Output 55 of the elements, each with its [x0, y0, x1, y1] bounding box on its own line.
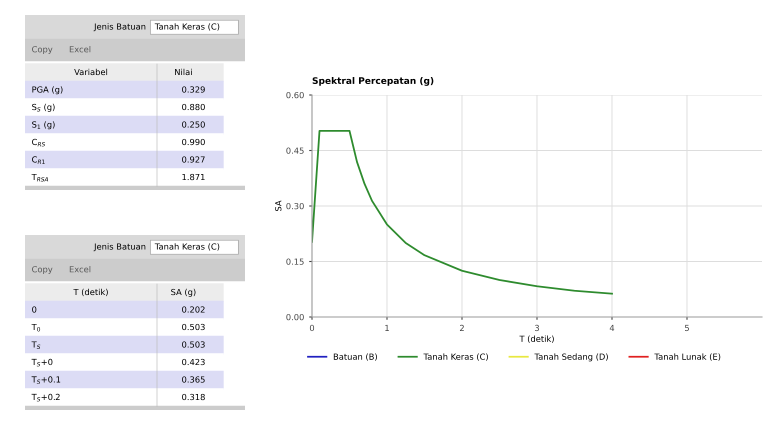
text: Tanah Keras (C): [154, 23, 220, 31]
y-axis-title: SA: [275, 200, 282, 212]
text: C$_{R1}$: [32, 156, 45, 164]
text: 0.990: [182, 138, 205, 146]
text: 0.503: [182, 324, 205, 330]
text: 0: [32, 306, 36, 313]
x-tick-label: 0: [310, 324, 314, 332]
text: Excel: [70, 46, 90, 52]
x-tick-label: 3: [534, 324, 539, 332]
text: T (detik): [73, 288, 108, 296]
legend-label: Batuan (B): [334, 353, 377, 361]
text: 0.880: [182, 104, 205, 110]
text: T$_{S}$+0: [32, 358, 52, 366]
text: T$_{S}$: [32, 341, 40, 349]
x-tick-label: 2: [460, 324, 464, 331]
text: Copy: [32, 46, 52, 54]
text: 0.318: [182, 394, 205, 400]
text: Variabel: [74, 68, 108, 76]
x-tick-label: 4: [610, 324, 614, 331]
y-tick-label: 0.15: [286, 258, 304, 265]
text: 0.927: [182, 156, 205, 163]
legend-label: Tanah Sedang (D): [534, 353, 608, 362]
x-tick-label: 1: [385, 324, 389, 331]
text: S$_{1}$ (g): [32, 121, 55, 130]
text: Jenis Batuan: [94, 243, 146, 252]
text: 1.871: [182, 174, 205, 180]
y-tick-label: 0.60: [286, 92, 304, 98]
text: PGA (g): [32, 86, 63, 94]
text: Jenis Batuan: [94, 23, 146, 32]
text: C$_{RS}$: [32, 138, 46, 146]
text: 0.329: [182, 86, 205, 93]
y-tick-label: 0.45: [286, 147, 304, 154]
text: Tanah Keras (C): [154, 243, 220, 251]
text: 0.423: [182, 358, 205, 366]
y-tick-label: 0.30: [286, 202, 304, 210]
text: T$_{S}$+0.2: [32, 394, 60, 402]
text: Copy: [32, 266, 52, 274]
text: T$_{RSA}$: [32, 174, 48, 182]
text: 0.202: [182, 306, 205, 313]
text: 0.365: [182, 376, 205, 383]
legend-label: Tanah Keras (C): [423, 353, 488, 361]
chart-title: Spektral Percepatan (g): [312, 77, 434, 86]
line-series: [312, 130, 613, 295]
text: Nilai: [175, 68, 192, 76]
x-axis-title: T (detik): [519, 335, 554, 343]
y-tick-label: 0.00: [286, 314, 304, 320]
legend-label: Tanah Lunak (E): [654, 353, 720, 361]
text: Excel: [70, 266, 90, 272]
text: 0.250: [182, 121, 205, 128]
x-tick-label: 5: [684, 324, 689, 332]
text: T$_{S}$+0.1: [32, 376, 60, 384]
text: SA (g): [171, 288, 196, 297]
text: 0.503: [182, 341, 205, 348]
text: S$_{S}$ (g): [32, 104, 55, 112]
text: T$_{0}$: [32, 324, 40, 332]
